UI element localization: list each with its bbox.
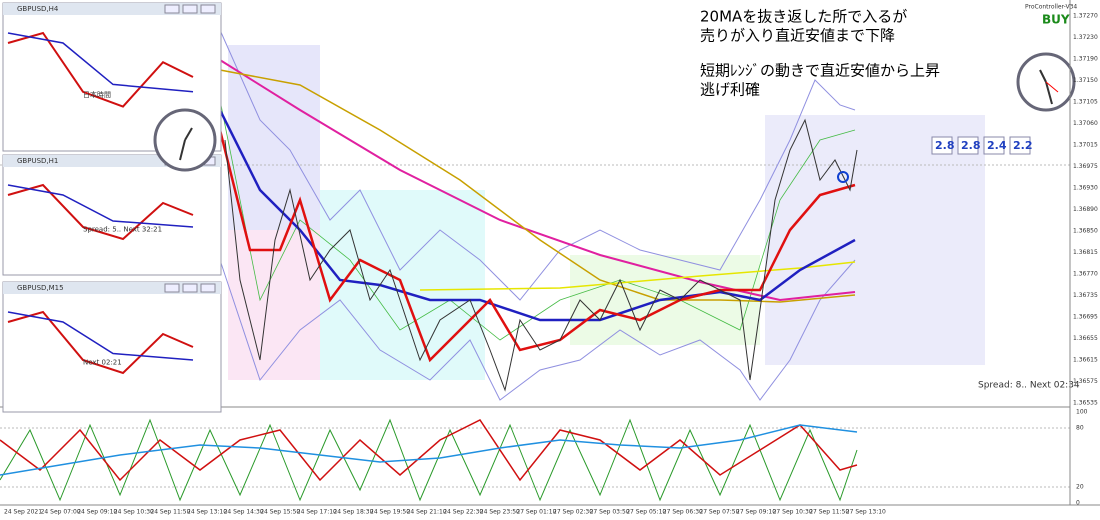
sub-price: [7, 310, 194, 375]
window-button: [200, 283, 216, 293]
window-button: [182, 283, 198, 293]
time-label: 27 Sep 02:30: [553, 509, 593, 516]
osc-label: 20: [1076, 484, 1084, 491]
time-label: 24 Sep 23:50: [480, 509, 520, 516]
time-label: 24 Sep 21:10: [407, 509, 447, 516]
time-label: 27 Sep 11:50: [809, 509, 849, 516]
time-label: 24 Sep 14:30: [224, 509, 264, 516]
price-label: 1.36770: [1073, 271, 1098, 278]
time-label: 24 Sep 18:30: [333, 509, 373, 516]
time-label: 24 Sep 07:00: [41, 509, 81, 516]
badge-text: 2.4: [987, 139, 1007, 152]
price-label: 1.36735: [1073, 292, 1098, 299]
sub-ma: [7, 32, 194, 93]
window-button: [200, 4, 216, 14]
price-label: 1.36815: [1073, 249, 1098, 256]
price-label: 1.36890: [1073, 206, 1098, 213]
sub-window: [2, 154, 222, 276]
window-button: [182, 4, 198, 14]
badge: [983, 136, 1005, 155]
badge: [957, 136, 979, 155]
clock-hand: [184, 127, 193, 141]
price-label: 1.36930: [1073, 185, 1098, 192]
badge: [931, 136, 953, 155]
time-label: 27 Sep 13:10: [846, 509, 886, 516]
clock-hand: [179, 139, 186, 161]
badge: [1009, 136, 1031, 155]
sub-title: GBPUSD,M15: [17, 284, 64, 292]
price-label: 1.37015: [1073, 142, 1098, 149]
annotation: 売りが入り直近安値まで下降: [700, 27, 895, 45]
time-label: 24 Sep 09:10: [77, 509, 117, 516]
price-label: 1.36535: [1073, 400, 1098, 407]
price-lines: [218, 29, 858, 401]
sub-title: GBPUSD,H4: [17, 5, 59, 13]
time-label: 27 Sep 05:10: [626, 509, 666, 516]
time-label: 24 Sep 22:30: [443, 509, 483, 516]
sub-price: [7, 183, 194, 241]
sub-label: 日本時間: [83, 90, 111, 99]
time-label: 24 Sep 10:30: [114, 509, 154, 516]
window-button: [164, 283, 180, 293]
annotation: 短期ﾚﾝｼﾞの動きで直近安値から上昇: [700, 62, 940, 80]
price-label: 1.37230: [1073, 34, 1098, 41]
price-label: 1.36575: [1073, 378, 1098, 385]
price-label: 1.37190: [1073, 56, 1098, 63]
price-label: 1.36615: [1073, 357, 1098, 364]
price-label: 1.36695: [1073, 314, 1098, 321]
indicator-name: ProController-V34: [1025, 4, 1077, 11]
signal: BUY: [1042, 13, 1070, 27]
zones: [228, 45, 985, 380]
sub-windows: GBPUSD,H4 日本時間 GBPUSD,H1 Spread: 5.. Next 3…: [2, 2, 222, 413]
badge-text: 2.2: [1013, 139, 1033, 152]
price-label: 1.37150: [1073, 77, 1098, 84]
badge-text: 2.8: [961, 139, 981, 152]
window-button: [164, 4, 180, 14]
price-label: 1.36850: [1073, 228, 1098, 235]
osc-label: 0: [1076, 500, 1080, 507]
sub-ma: [7, 184, 194, 228]
annotation: 逃げ利確: [700, 81, 760, 99]
oscillator: [0, 418, 1070, 502]
time-label: 27 Sep 09:10: [736, 509, 776, 516]
annotation: 20MAを抜き返した所で入るが: [700, 8, 907, 26]
time-label: 27 Sep 10:30: [773, 509, 813, 516]
time-label: 27 Sep 01:10: [516, 509, 556, 516]
sub-ma: [7, 311, 194, 361]
time-label: 27 Sep 03:50: [590, 509, 630, 516]
clock: [1016, 52, 1076, 112]
time-label: 24 Sep 2021: [4, 509, 42, 516]
sub-label: Spread: 5.. Next 32:21: [83, 225, 162, 233]
time-label: 27 Sep 07:50: [699, 509, 739, 516]
time-label: 24 Sep 11:50: [150, 509, 190, 516]
osc-label: 80: [1076, 425, 1084, 432]
price-label: 1.36655: [1073, 335, 1098, 342]
price-label: 1.37270: [1073, 13, 1098, 20]
sub-price: [7, 31, 194, 108]
spread: Spread: 8.. Next 02:34: [978, 381, 1080, 391]
osc-label: 100: [1076, 409, 1088, 416]
time-label: 27 Sep 06:30: [663, 509, 703, 516]
price-label: 1.37105: [1073, 99, 1098, 106]
sub-title: GBPUSD,H1: [17, 157, 58, 165]
time-label: 24 Sep 19:50: [370, 509, 410, 516]
badge-text: 2.8: [935, 139, 955, 152]
sub-label: Next 02:21: [83, 359, 122, 367]
price-label: 1.36975: [1073, 163, 1098, 170]
time-label: 24 Sep 13:10: [187, 509, 227, 516]
time-label: 24 Sep 17:10: [297, 509, 337, 516]
sub-window: [2, 281, 222, 413]
time-label: 24 Sep 15:50: [260, 509, 300, 516]
price-label: 1.37060: [1073, 120, 1098, 127]
